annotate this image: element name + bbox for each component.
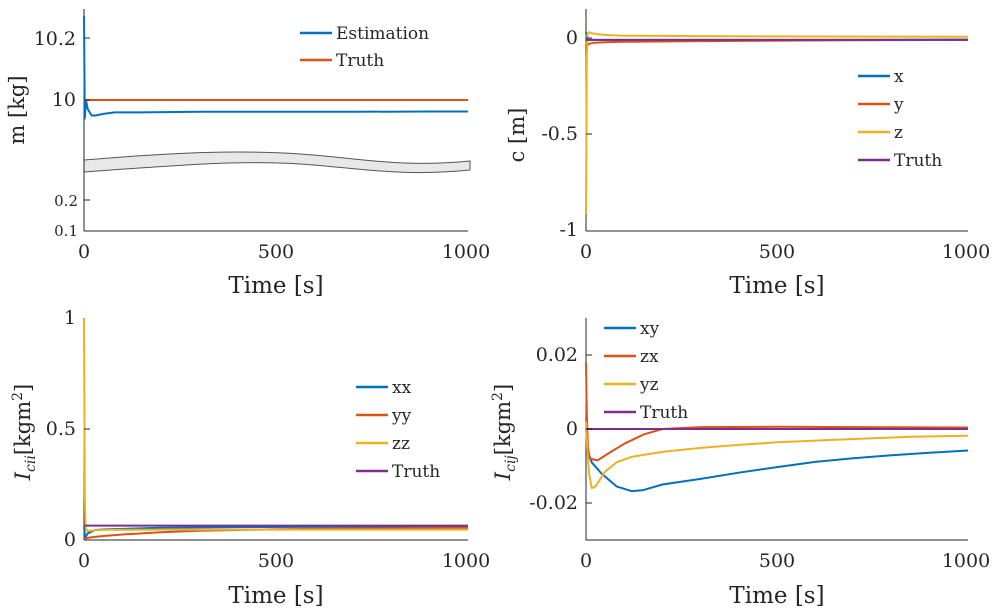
xtick-label: 500 bbox=[258, 550, 294, 572]
ylabel-unit: [kgm bbox=[11, 401, 35, 455]
ytick-label: 0.02 bbox=[536, 344, 578, 366]
panel-icij: 0.02 0 -0.02 0 500 1000 Time [s] Icij[kg… bbox=[490, 318, 990, 609]
ytick-label: 10 bbox=[52, 89, 76, 111]
xtick-label: 1000 bbox=[442, 241, 490, 263]
legend-entry: xx bbox=[392, 378, 412, 398]
y-axis-label: m [kg] bbox=[5, 75, 29, 144]
ylabel-sub: cii bbox=[23, 455, 39, 472]
xtick-label: 500 bbox=[759, 241, 795, 263]
ylabel-main: I bbox=[11, 471, 35, 481]
ytick-label: 10.2 bbox=[34, 28, 76, 50]
xtick-label: 0 bbox=[78, 550, 90, 572]
legend-entry: x bbox=[894, 67, 904, 87]
xtick-label: 1000 bbox=[942, 550, 990, 572]
x-axis-label: Time [s] bbox=[228, 273, 323, 299]
ytick-label: 0.5 bbox=[46, 418, 76, 440]
x-axis-label: Time [s] bbox=[729, 273, 824, 299]
xtick-label: 1000 bbox=[942, 241, 990, 263]
legend-entry: Truth bbox=[392, 462, 440, 482]
ylabel-sup: 2 bbox=[490, 392, 506, 401]
ytick-label: 0 bbox=[64, 529, 76, 551]
legend-entry: Truth bbox=[336, 51, 384, 71]
ytick-label: -0.02 bbox=[529, 492, 578, 514]
ylabel-sub: cij bbox=[503, 455, 519, 472]
y-axis-label: Icij[kgm2] bbox=[490, 384, 519, 481]
legend: xx yy zz Truth bbox=[356, 378, 440, 482]
xtick-label: 500 bbox=[258, 241, 294, 263]
ylabel-close: ] bbox=[491, 384, 515, 392]
mass-broken-axis-gap bbox=[83, 151, 471, 174]
ytick-label: 0 bbox=[566, 27, 578, 49]
series-line-z bbox=[585, 31, 969, 215]
ytick-label: -1 bbox=[559, 219, 578, 241]
legend-entry: zx bbox=[640, 347, 659, 367]
legend: xy zx yz Truth bbox=[604, 319, 688, 423]
ytick-label: 0.1 bbox=[54, 222, 78, 240]
ylabel-main: I bbox=[491, 471, 515, 481]
panel-c: 0 -0.5 -1 0 500 1000 Time [s] c [m] x y … bbox=[505, 9, 990, 299]
ytick-label: 0.2 bbox=[54, 192, 78, 210]
y-axis-label: Icii[kgm2] bbox=[10, 384, 39, 482]
ylabel-close: ] bbox=[11, 384, 35, 392]
ylabel-sup: 2 bbox=[10, 392, 26, 401]
xtick-label: 0 bbox=[580, 550, 592, 572]
x-axis-label: Time [s] bbox=[729, 583, 824, 609]
legend-entry: Truth bbox=[640, 403, 688, 423]
legend: x y z Truth bbox=[858, 67, 942, 171]
series-line-yz bbox=[585, 421, 969, 490]
ytick-label: 1 bbox=[64, 307, 76, 329]
legend-entry: yy bbox=[391, 406, 412, 426]
xtick-label: 0 bbox=[78, 241, 90, 263]
panel-icii: 1 0.5 0 0 500 1000 Time [s] Icii[kgm2] x… bbox=[10, 307, 490, 609]
xtick-label: 500 bbox=[759, 550, 795, 572]
series-line-xy bbox=[585, 428, 969, 493]
legend-entry: xy bbox=[640, 319, 660, 339]
xtick-label: 1000 bbox=[442, 550, 490, 572]
xtick-label: 0 bbox=[580, 241, 592, 263]
ylabel-unit: [kgm bbox=[491, 401, 515, 455]
legend-entry: y bbox=[893, 95, 904, 115]
legend-entry: yz bbox=[639, 375, 659, 395]
legend-entry: zz bbox=[392, 434, 410, 454]
ytick-label: 0 bbox=[566, 418, 578, 440]
y-axis-label: c [m] bbox=[505, 108, 529, 163]
x-axis-label: Time [s] bbox=[228, 583, 323, 609]
series-line-zz bbox=[83, 317, 468, 533]
ytick-label: -0.5 bbox=[541, 123, 578, 145]
legend-entry: Truth bbox=[894, 151, 942, 171]
legend-entry: Estimation bbox=[336, 24, 429, 44]
legend: Estimation Truth bbox=[300, 24, 429, 71]
series-line-estimation bbox=[83, 16, 468, 120]
panel-mass: 10.2 10 0.2 0.1 0 500 1000 Time [s] m [k… bbox=[5, 9, 490, 299]
legend-entry: z bbox=[894, 123, 903, 143]
